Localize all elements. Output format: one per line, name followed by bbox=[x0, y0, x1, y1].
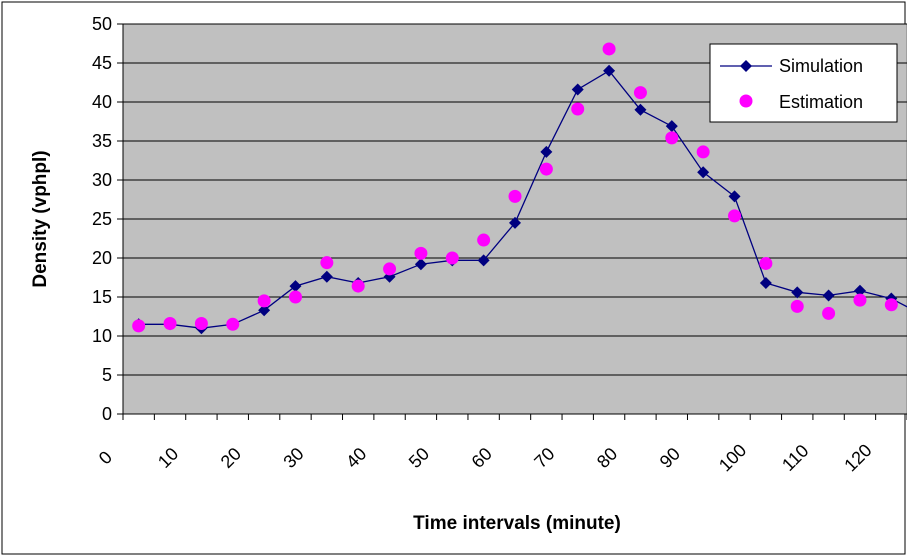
estimation-point bbox=[288, 290, 302, 304]
simulation-point bbox=[320, 270, 333, 283]
estimation-point bbox=[759, 256, 773, 270]
simulation-point bbox=[509, 216, 521, 229]
legend-estimation-label: Estimation bbox=[779, 92, 863, 112]
simulation-point bbox=[258, 304, 271, 317]
y-tick-label: 5 bbox=[102, 365, 112, 385]
y-tick-label: 20 bbox=[92, 248, 112, 268]
estimation-point bbox=[728, 209, 742, 223]
estimation-point bbox=[853, 293, 867, 307]
estimation-point bbox=[477, 233, 491, 247]
estimation-point bbox=[445, 251, 459, 265]
series-layer bbox=[132, 42, 907, 335]
legend-simulation-label: Simulation bbox=[779, 56, 863, 76]
estimation-point bbox=[383, 262, 397, 276]
simulation-point bbox=[540, 145, 553, 158]
y-tick-label: 0 bbox=[102, 404, 112, 424]
estimation-point bbox=[508, 189, 522, 203]
estimation-point bbox=[320, 256, 334, 270]
simulation-point bbox=[414, 258, 427, 271]
estimation-point bbox=[257, 294, 271, 308]
y-tick-label: 40 bbox=[92, 92, 112, 112]
series-simulation-line bbox=[138, 69, 907, 329]
y-tick-label: 45 bbox=[92, 53, 112, 73]
legend-estimation-marker bbox=[739, 94, 753, 108]
legend-box bbox=[709, 43, 898, 123]
simulation-point bbox=[853, 284, 866, 297]
simulation-point bbox=[791, 286, 804, 299]
y-tick-label: 30 bbox=[92, 170, 112, 190]
estimation-point bbox=[132, 319, 146, 333]
estimation-point bbox=[351, 279, 365, 293]
estimation-point bbox=[884, 298, 898, 312]
simulation-point bbox=[759, 276, 772, 289]
estimation-point bbox=[790, 299, 804, 313]
estimation-point bbox=[194, 317, 208, 331]
estimation-point bbox=[822, 306, 836, 320]
simulation-point bbox=[289, 280, 302, 293]
y-tick-label: 35 bbox=[92, 131, 112, 151]
x-axis-title: Time intervals (minute) bbox=[413, 513, 621, 534]
estimation-point bbox=[602, 42, 616, 56]
y-axis-title: Density (vphpl) bbox=[30, 150, 51, 287]
estimation-point bbox=[163, 317, 177, 331]
estimation-point bbox=[539, 162, 553, 176]
estimation-point bbox=[696, 145, 710, 159]
simulation-point bbox=[728, 190, 741, 203]
simulation-point bbox=[634, 103, 647, 116]
y-tick-label: 25 bbox=[92, 209, 112, 229]
y-tick-label: 10 bbox=[92, 326, 112, 346]
simulation-point bbox=[477, 254, 490, 267]
legend: Simulation Estimation bbox=[709, 43, 898, 123]
y-tick-label: 50 bbox=[92, 14, 112, 34]
estimation-point bbox=[571, 102, 585, 116]
simulation-point bbox=[697, 166, 710, 179]
simulation-point bbox=[603, 64, 616, 77]
estimation-point bbox=[665, 131, 679, 145]
simulation-point bbox=[665, 120, 678, 133]
y-axis-ticks: 0 5 10 15 20 25 30 35 40 45 50 bbox=[92, 14, 907, 424]
estimation-point bbox=[414, 246, 428, 260]
simulation-point bbox=[571, 83, 584, 96]
legend-simulation-marker bbox=[740, 60, 752, 72]
simulation-point bbox=[822, 289, 835, 302]
y-tick-label: 15 bbox=[92, 287, 112, 307]
estimation-point bbox=[633, 86, 647, 100]
estimation-point bbox=[226, 317, 240, 331]
